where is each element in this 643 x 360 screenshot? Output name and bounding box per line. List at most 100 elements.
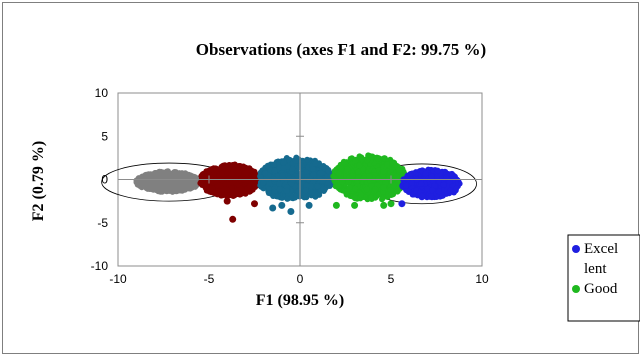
data-point [394, 173, 400, 179]
x-tick-label: -10 [109, 272, 127, 286]
data-point [361, 175, 367, 181]
data-point [272, 168, 278, 174]
data-point [368, 195, 374, 201]
data-point [372, 186, 378, 192]
data-point-outlier [251, 200, 258, 207]
data-point-outlier [351, 202, 358, 209]
series-3 [257, 155, 335, 215]
x-tick-label: -5 [204, 272, 215, 286]
data-point [346, 185, 352, 191]
data-point [277, 186, 283, 192]
data-point [364, 186, 370, 192]
data-point [319, 178, 325, 184]
data-point [163, 172, 169, 178]
data-point [384, 162, 390, 168]
data-point-outlier [398, 200, 405, 207]
data-point-outlier [224, 198, 231, 205]
data-point [337, 164, 343, 170]
data-point [375, 156, 381, 162]
y-axis-title: F2 (0.79 %) [30, 141, 47, 221]
data-point [217, 182, 223, 188]
data-point [352, 158, 358, 164]
data-point [232, 179, 238, 185]
data-point [252, 184, 258, 190]
data-point [262, 170, 268, 176]
data-point-outlier [333, 202, 340, 209]
data-point [344, 166, 350, 172]
data-point [352, 186, 358, 192]
data-point [314, 183, 320, 189]
data-point [270, 193, 276, 199]
scatter-chart: Observations (axes F1 and F2: 99.75 %) -… [3, 3, 640, 355]
data-point [312, 161, 318, 167]
data-point [318, 170, 324, 176]
data-point [245, 167, 251, 173]
data-point [158, 181, 164, 187]
data-point [356, 163, 362, 169]
data-point [177, 175, 183, 181]
data-point [320, 164, 326, 170]
axes [118, 93, 482, 266]
data-point [209, 166, 215, 172]
data-point [381, 155, 387, 161]
data-point [260, 180, 266, 186]
data-point [350, 173, 356, 179]
data-point [435, 168, 441, 174]
chart-title: Observations (axes F1 and F2: 99.75 %) [196, 40, 486, 59]
data-point [135, 182, 141, 188]
data-point [375, 176, 381, 182]
data-point [366, 173, 372, 179]
data-point [284, 188, 290, 194]
data-point-outlier [287, 208, 294, 215]
data-point [310, 166, 316, 172]
data-point [165, 181, 171, 187]
data-point [409, 180, 415, 186]
data-point [450, 173, 456, 179]
data-point [358, 192, 364, 198]
x-tick-label: 0 [297, 272, 304, 286]
data-point [309, 190, 315, 196]
chart-frame: Observations (axes F1 and F2: 99.75 %) -… [2, 2, 639, 354]
data-point [407, 171, 413, 177]
data-point-outlier [306, 202, 313, 209]
data-point [276, 181, 282, 187]
data-point [418, 181, 424, 187]
data-point [298, 162, 304, 168]
data-point [394, 189, 400, 195]
data-point [153, 170, 159, 176]
data-point [423, 171, 429, 177]
data-point [325, 180, 331, 186]
data-point [428, 193, 434, 199]
data-point [345, 179, 351, 185]
legend-label: Good [584, 281, 618, 297]
data-point-outlier [388, 200, 395, 207]
data-point [311, 172, 317, 178]
data-point [174, 188, 180, 194]
data-point [336, 171, 342, 177]
data-point [397, 167, 403, 173]
data-point [429, 174, 435, 180]
x-tick-label: 5 [388, 272, 395, 286]
data-point [208, 185, 214, 191]
x-tick-label: 10 [475, 272, 489, 286]
data-point [219, 171, 225, 177]
y-tick-label: 5 [101, 129, 108, 143]
y-tick-label: 10 [95, 86, 109, 100]
data-point [441, 182, 447, 188]
data-point [303, 187, 309, 193]
data-point [244, 187, 250, 193]
data-point [271, 162, 277, 168]
legend-marker [572, 245, 580, 253]
data-point [380, 169, 386, 175]
x-axis-title: F1 (98.95 %) [256, 292, 344, 309]
data-point [344, 192, 350, 198]
data-point-outlier [380, 202, 387, 209]
data-point [181, 185, 187, 191]
data-points [134, 152, 463, 222]
data-point-outlier [229, 216, 236, 223]
data-point [279, 173, 285, 179]
y-tick-label: 0 [101, 173, 108, 187]
data-point [293, 158, 299, 164]
y-tick-label: -5 [97, 216, 108, 230]
y-tick-label: -10 [91, 259, 109, 273]
